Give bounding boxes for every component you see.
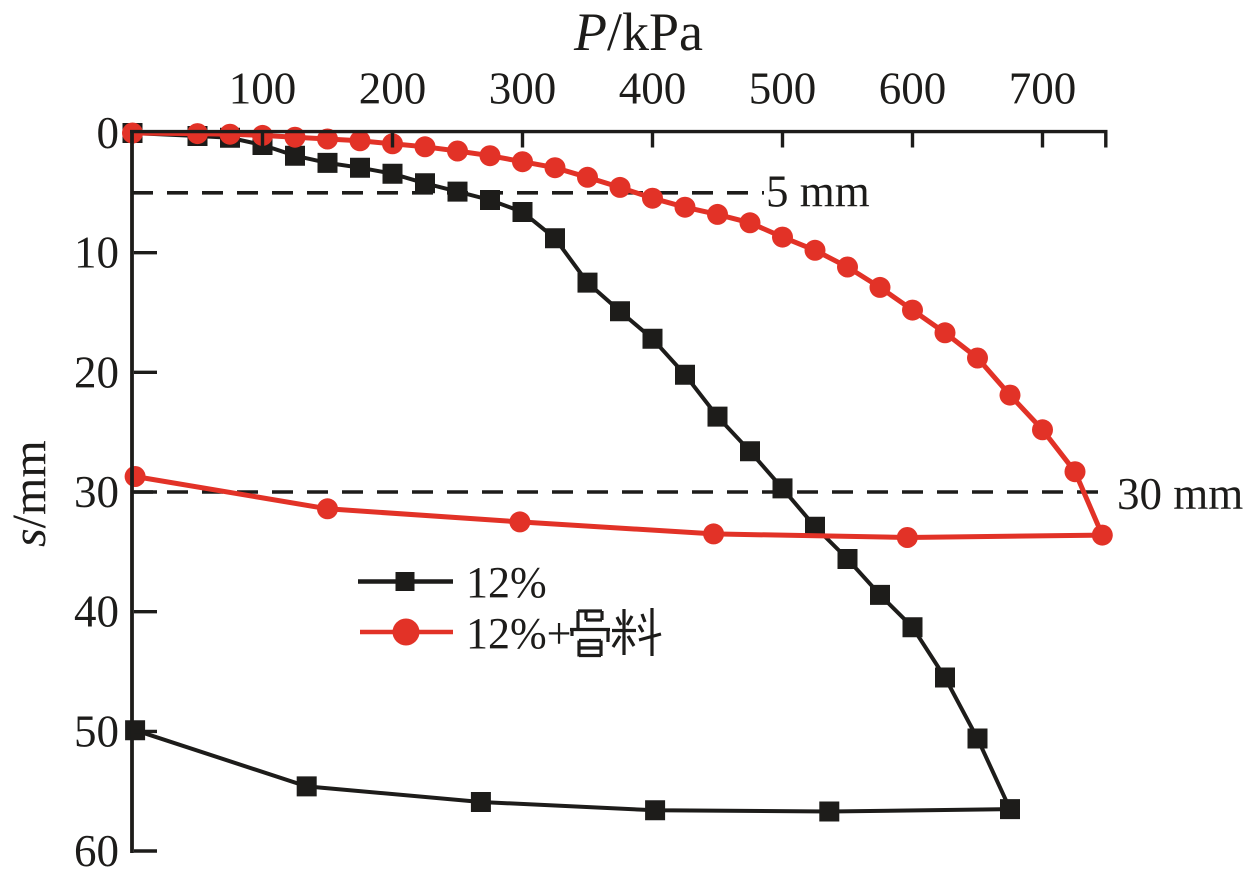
svg-text:30: 30 [74, 467, 119, 517]
svg-text:200: 200 [359, 64, 427, 114]
svg-text:600: 600 [879, 64, 947, 114]
svg-text:40: 40 [74, 587, 119, 637]
svg-text:5 mm: 5 mm [766, 167, 870, 217]
svg-text:0: 0 [97, 108, 120, 158]
svg-text:s/mm: s/mm [3, 440, 56, 547]
svg-text:P/kPa: P/kPa [573, 2, 703, 62]
svg-text:400: 400 [619, 64, 687, 114]
svg-text:12%: 12% [466, 558, 547, 607]
svg-text:12%+: 12%+ [466, 609, 571, 658]
svg-text:10: 10 [74, 228, 119, 278]
svg-text:60: 60 [74, 826, 119, 876]
svg-text:30 mm: 30 mm [1117, 469, 1243, 519]
svg-text:700: 700 [1009, 64, 1077, 114]
svg-text:100: 100 [229, 64, 297, 114]
svg-text:500: 500 [749, 64, 817, 114]
svg-text:50: 50 [74, 706, 119, 756]
svg-text:300: 300 [489, 64, 557, 114]
svg-text:20: 20 [74, 347, 119, 397]
